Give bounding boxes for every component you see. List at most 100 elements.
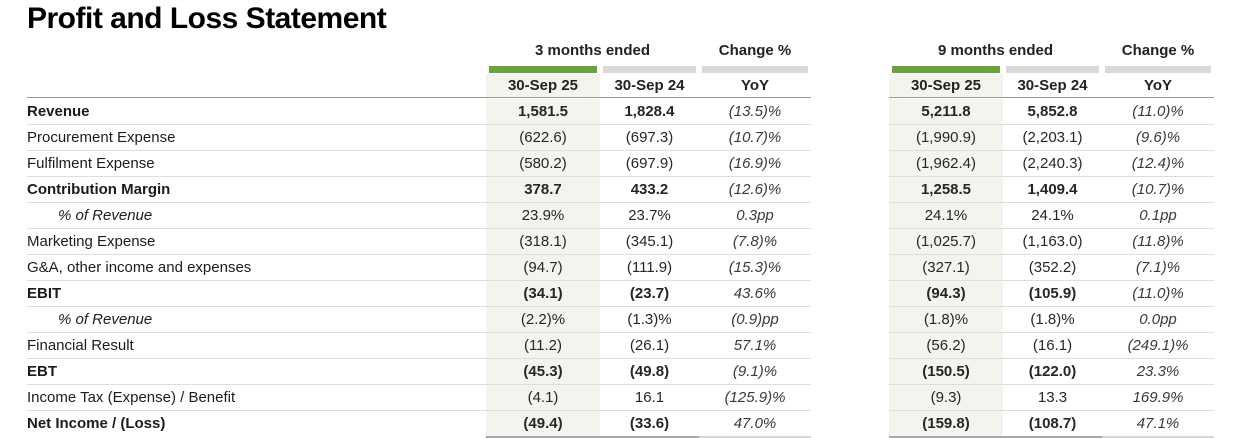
subheader-spacer bbox=[27, 74, 486, 98]
cell-9m-sep25: (1,962.4) bbox=[889, 151, 1003, 177]
cell-3m-yoy: (12.6)% bbox=[699, 177, 811, 203]
column-gap bbox=[811, 66, 889, 74]
cell-3m-yoy: (7.8)% bbox=[699, 229, 811, 255]
column-gap bbox=[811, 151, 889, 176]
cell-9m-yoy: (11.0)% bbox=[1102, 99, 1214, 125]
subheader-3m-sep25: 30-Sep 25 bbox=[486, 74, 600, 98]
accent-bar-green-9m bbox=[892, 66, 1000, 73]
cell-3m-sep24: (345.1) bbox=[600, 229, 699, 255]
accent-bar-green-3m bbox=[489, 66, 597, 73]
cell-9m-sep24: (108.7) bbox=[1003, 411, 1102, 438]
pnl-table: 3 months ended Change % 9 months ended C… bbox=[27, 41, 1241, 438]
cell-3m-sep25: 1,581.5 bbox=[486, 99, 600, 125]
subheader-9m-sep24: 30-Sep 24 bbox=[1003, 74, 1102, 98]
cell-9m-yoy: (7.1)% bbox=[1102, 255, 1214, 281]
cell-9m-yoy: (249.1)% bbox=[1102, 333, 1214, 359]
cell-9m-sep25: (94.3) bbox=[889, 281, 1003, 307]
cell-3m-sep24: 433.2 bbox=[600, 177, 699, 203]
cell-9m-yoy: 0.1pp bbox=[1102, 203, 1214, 229]
cell-9m-sep24: (122.0) bbox=[1003, 359, 1102, 385]
cell-3m-yoy: 57.1% bbox=[699, 333, 811, 359]
column-gap bbox=[811, 411, 889, 436]
cell-9m-yoy: (11.0)% bbox=[1102, 281, 1214, 307]
cell-9m-yoy: (12.4)% bbox=[1102, 151, 1214, 177]
cell-3m-sep24: (1.3)% bbox=[600, 307, 699, 333]
group-header-3m: 3 months ended bbox=[534, 42, 650, 59]
cell-9m-sep24: (2,203.1) bbox=[1003, 125, 1102, 151]
cell-3m-yoy: (0.9)pp bbox=[699, 307, 811, 333]
row-label: % of Revenue bbox=[27, 203, 486, 229]
cell-3m-sep25: (4.1) bbox=[486, 385, 600, 411]
cell-9m-yoy: 23.3% bbox=[1102, 359, 1214, 385]
cell-3m-sep24: 23.7% bbox=[600, 203, 699, 229]
cell-9m-yoy: 169.9% bbox=[1102, 385, 1214, 411]
column-gap bbox=[811, 99, 889, 124]
column-gap bbox=[811, 125, 889, 150]
cell-9m-sep24: (105.9) bbox=[1003, 281, 1102, 307]
cell-9m-yoy: (11.8)% bbox=[1102, 229, 1214, 255]
row-label: Net Income / (Loss) bbox=[27, 415, 166, 432]
header-spacer bbox=[27, 41, 486, 66]
subheader-9m-sep25: 30-Sep 25 bbox=[889, 74, 1003, 98]
column-gap bbox=[811, 229, 889, 254]
cell-9m-sep25: 1,258.5 bbox=[889, 177, 1003, 203]
cell-9m-sep24: 1,409.4 bbox=[1003, 177, 1102, 203]
cell-3m-sep24: (697.9) bbox=[600, 151, 699, 177]
cell-3m-sep25: 23.9% bbox=[486, 203, 600, 229]
cell-9m-yoy: (10.7)% bbox=[1102, 177, 1214, 203]
cell-3m-yoy: (125.9)% bbox=[699, 385, 811, 411]
column-gap bbox=[811, 281, 889, 306]
cell-3m-yoy: (13.5)% bbox=[699, 99, 811, 125]
bar-spacer bbox=[27, 66, 486, 74]
cell-9m-sep25: (327.1) bbox=[889, 255, 1003, 281]
row-label: Marketing Expense bbox=[27, 229, 486, 255]
cell-9m-sep24: (352.2) bbox=[1003, 255, 1102, 281]
cell-9m-sep24: 5,852.8 bbox=[1003, 99, 1102, 125]
accent-bar-gray-9m-prev bbox=[1006, 66, 1099, 73]
cell-3m-sep25: (11.2) bbox=[486, 333, 600, 359]
column-gap bbox=[811, 74, 889, 99]
column-gap bbox=[811, 177, 889, 202]
cell-3m-sep25: (94.7) bbox=[486, 255, 600, 281]
cell-9m-sep24: 13.3 bbox=[1003, 385, 1102, 411]
column-gap bbox=[811, 385, 889, 410]
column-gap bbox=[811, 333, 889, 358]
row-label: G&A, other income and expenses bbox=[27, 255, 486, 281]
subheader-9m-yoy: YoY bbox=[1102, 74, 1214, 98]
cell-3m-sep25: 378.7 bbox=[486, 177, 600, 203]
cell-3m-sep24: (26.1) bbox=[600, 333, 699, 359]
column-gap bbox=[811, 41, 889, 66]
column-gap bbox=[811, 203, 889, 228]
cell-3m-sep24: 16.1 bbox=[600, 385, 699, 411]
cell-3m-sep25: (34.1) bbox=[486, 281, 600, 307]
row-label: Revenue bbox=[27, 99, 486, 125]
row-label: % of Revenue bbox=[27, 307, 486, 333]
cell-9m-yoy: 47.1% bbox=[1102, 411, 1214, 438]
cell-3m-sep24: (33.6) bbox=[600, 411, 699, 438]
group-header-9m: 9 months ended bbox=[937, 42, 1053, 59]
row-label: Income Tax (Expense) / Benefit bbox=[27, 385, 486, 411]
cell-3m-yoy: (15.3)% bbox=[699, 255, 811, 281]
cell-3m-yoy: 47.0% bbox=[699, 411, 811, 438]
subheader-3m-yoy: YoY bbox=[699, 74, 811, 98]
cell-9m-yoy: (9.6)% bbox=[1102, 125, 1214, 151]
cell-9m-sep25: 5,211.8 bbox=[889, 99, 1003, 125]
cell-3m-sep24: (23.7) bbox=[600, 281, 699, 307]
column-gap bbox=[811, 255, 889, 280]
cell-3m-sep25: (49.4) bbox=[486, 411, 600, 438]
accent-bar-gray-3m-yoy bbox=[702, 66, 808, 73]
subheader-3m-sep24: 30-Sep 24 bbox=[600, 74, 699, 98]
page-title: Profit and Loss Statement bbox=[27, 2, 387, 35]
cell-9m-sep24: 24.1% bbox=[1003, 203, 1102, 229]
row-label: Contribution Margin bbox=[27, 177, 486, 203]
change-header-9m: Change % bbox=[1121, 42, 1195, 59]
cell-3m-sep25: (318.1) bbox=[486, 229, 600, 255]
cell-9m-sep24: (16.1) bbox=[1003, 333, 1102, 359]
cell-9m-sep25: (159.8) bbox=[889, 411, 1003, 438]
cell-9m-sep25: (9.3) bbox=[889, 385, 1003, 411]
cell-3m-sep25: (622.6) bbox=[486, 125, 600, 151]
row-label: Procurement Expense bbox=[27, 125, 486, 151]
column-gap bbox=[811, 359, 889, 384]
cell-3m-sep24: (697.3) bbox=[600, 125, 699, 151]
cell-3m-yoy: 0.3pp bbox=[699, 203, 811, 229]
